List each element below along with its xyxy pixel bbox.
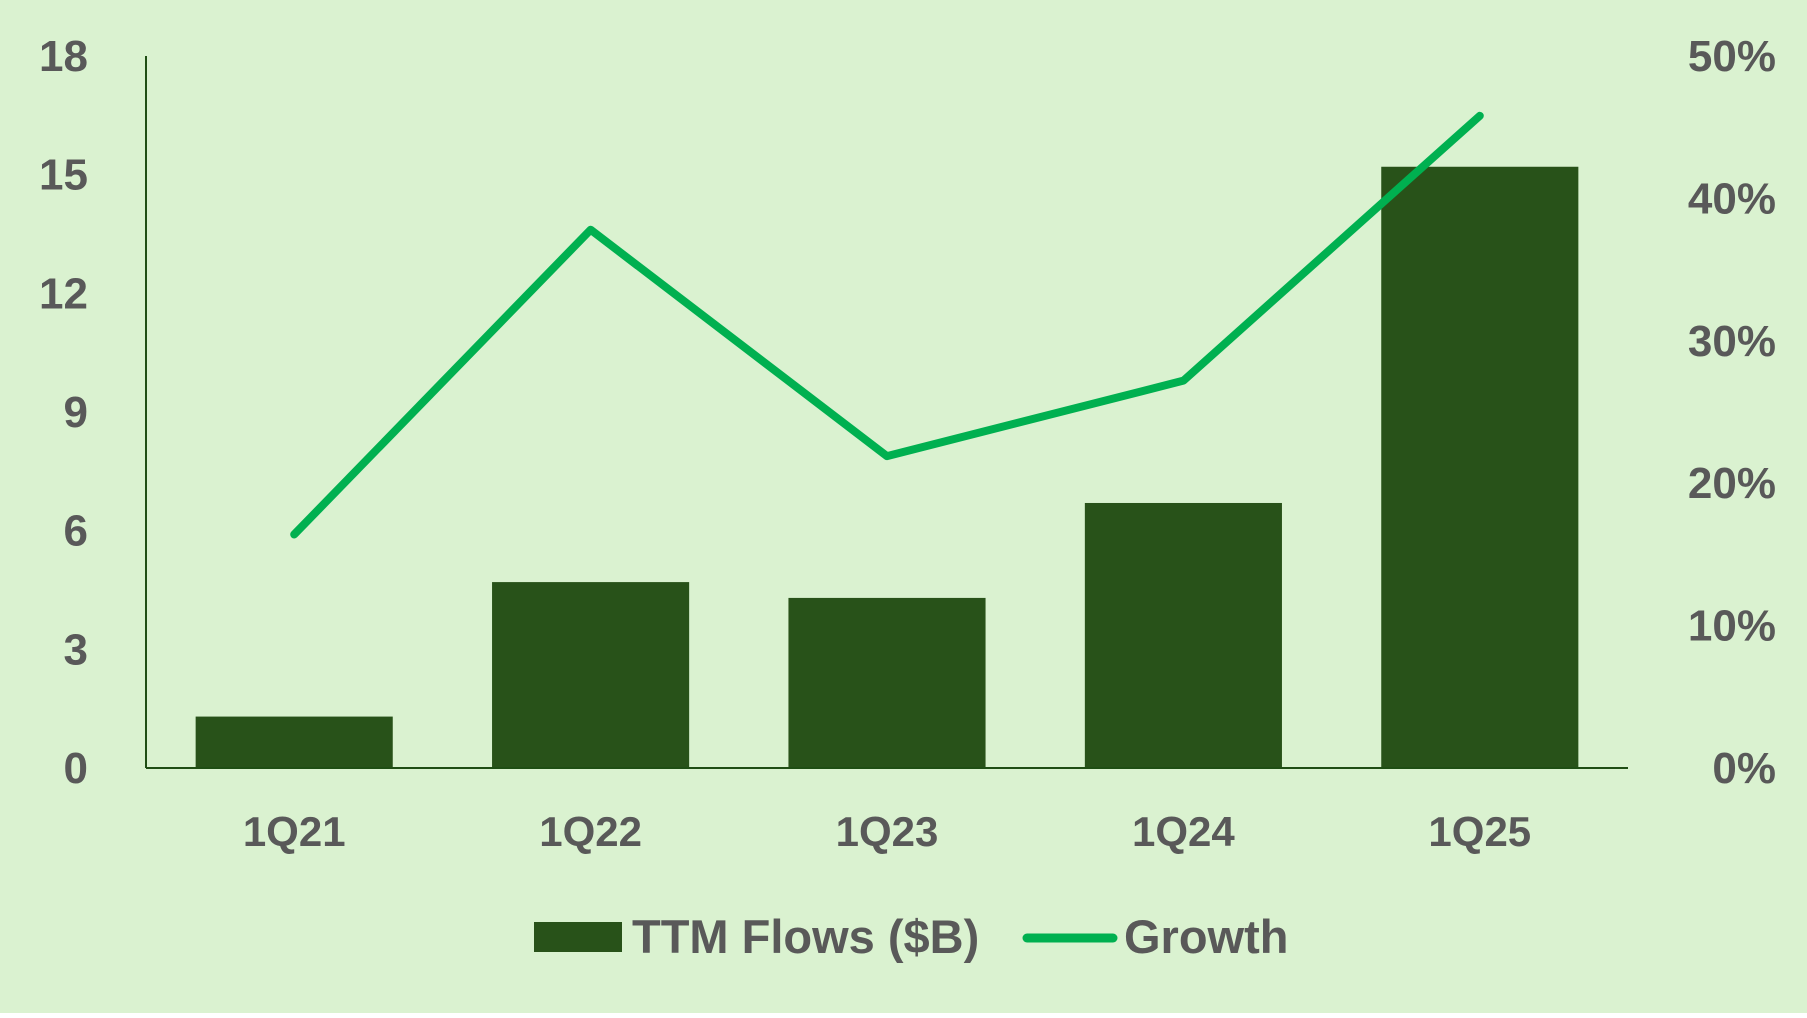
growth-line (294, 116, 1480, 535)
left-tick-label: 18 (39, 32, 88, 81)
left-tick-label: 12 (39, 269, 88, 318)
bar-1Q25 (1381, 167, 1578, 768)
left-axis-tick-labels: 0 3 6 9 12 15 18 (39, 32, 88, 793)
left-tick-label: 3 (64, 625, 88, 674)
legend: TTM Flows ($B) Growth (534, 910, 1288, 963)
right-axis-tick-labels: 0% 10% 20% 30% 40% 50% (1688, 32, 1776, 793)
legend-line-label: Growth (1124, 910, 1288, 963)
category-label: 1Q23 (836, 808, 939, 855)
category-label: 1Q22 (539, 808, 642, 855)
category-label: 1Q25 (1428, 808, 1531, 855)
bar-series (196, 167, 1579, 768)
right-tick-label: 30% (1688, 317, 1776, 366)
bar-1Q23 (788, 598, 985, 768)
line-series (294, 116, 1480, 535)
right-tick-label: 20% (1688, 459, 1776, 508)
bar-1Q24 (1085, 503, 1282, 768)
left-tick-label: 6 (64, 507, 88, 556)
category-label: 1Q24 (1132, 808, 1235, 855)
left-tick-label: 0 (64, 744, 88, 793)
right-tick-label: 10% (1688, 602, 1776, 651)
bar-1Q22 (492, 582, 689, 768)
right-tick-label: 50% (1688, 32, 1776, 81)
legend-bar-label: TTM Flows ($B) (632, 910, 979, 963)
left-tick-label: 15 (39, 151, 88, 200)
left-tick-label: 9 (64, 388, 88, 437)
category-labels: 1Q21 1Q22 1Q23 1Q24 1Q25 (243, 808, 1531, 855)
bar-1Q21 (196, 717, 393, 768)
right-tick-label: 40% (1688, 174, 1776, 223)
right-tick-label: 0% (1712, 744, 1776, 793)
legend-bar-swatch (534, 922, 622, 952)
category-label: 1Q21 (243, 808, 346, 855)
